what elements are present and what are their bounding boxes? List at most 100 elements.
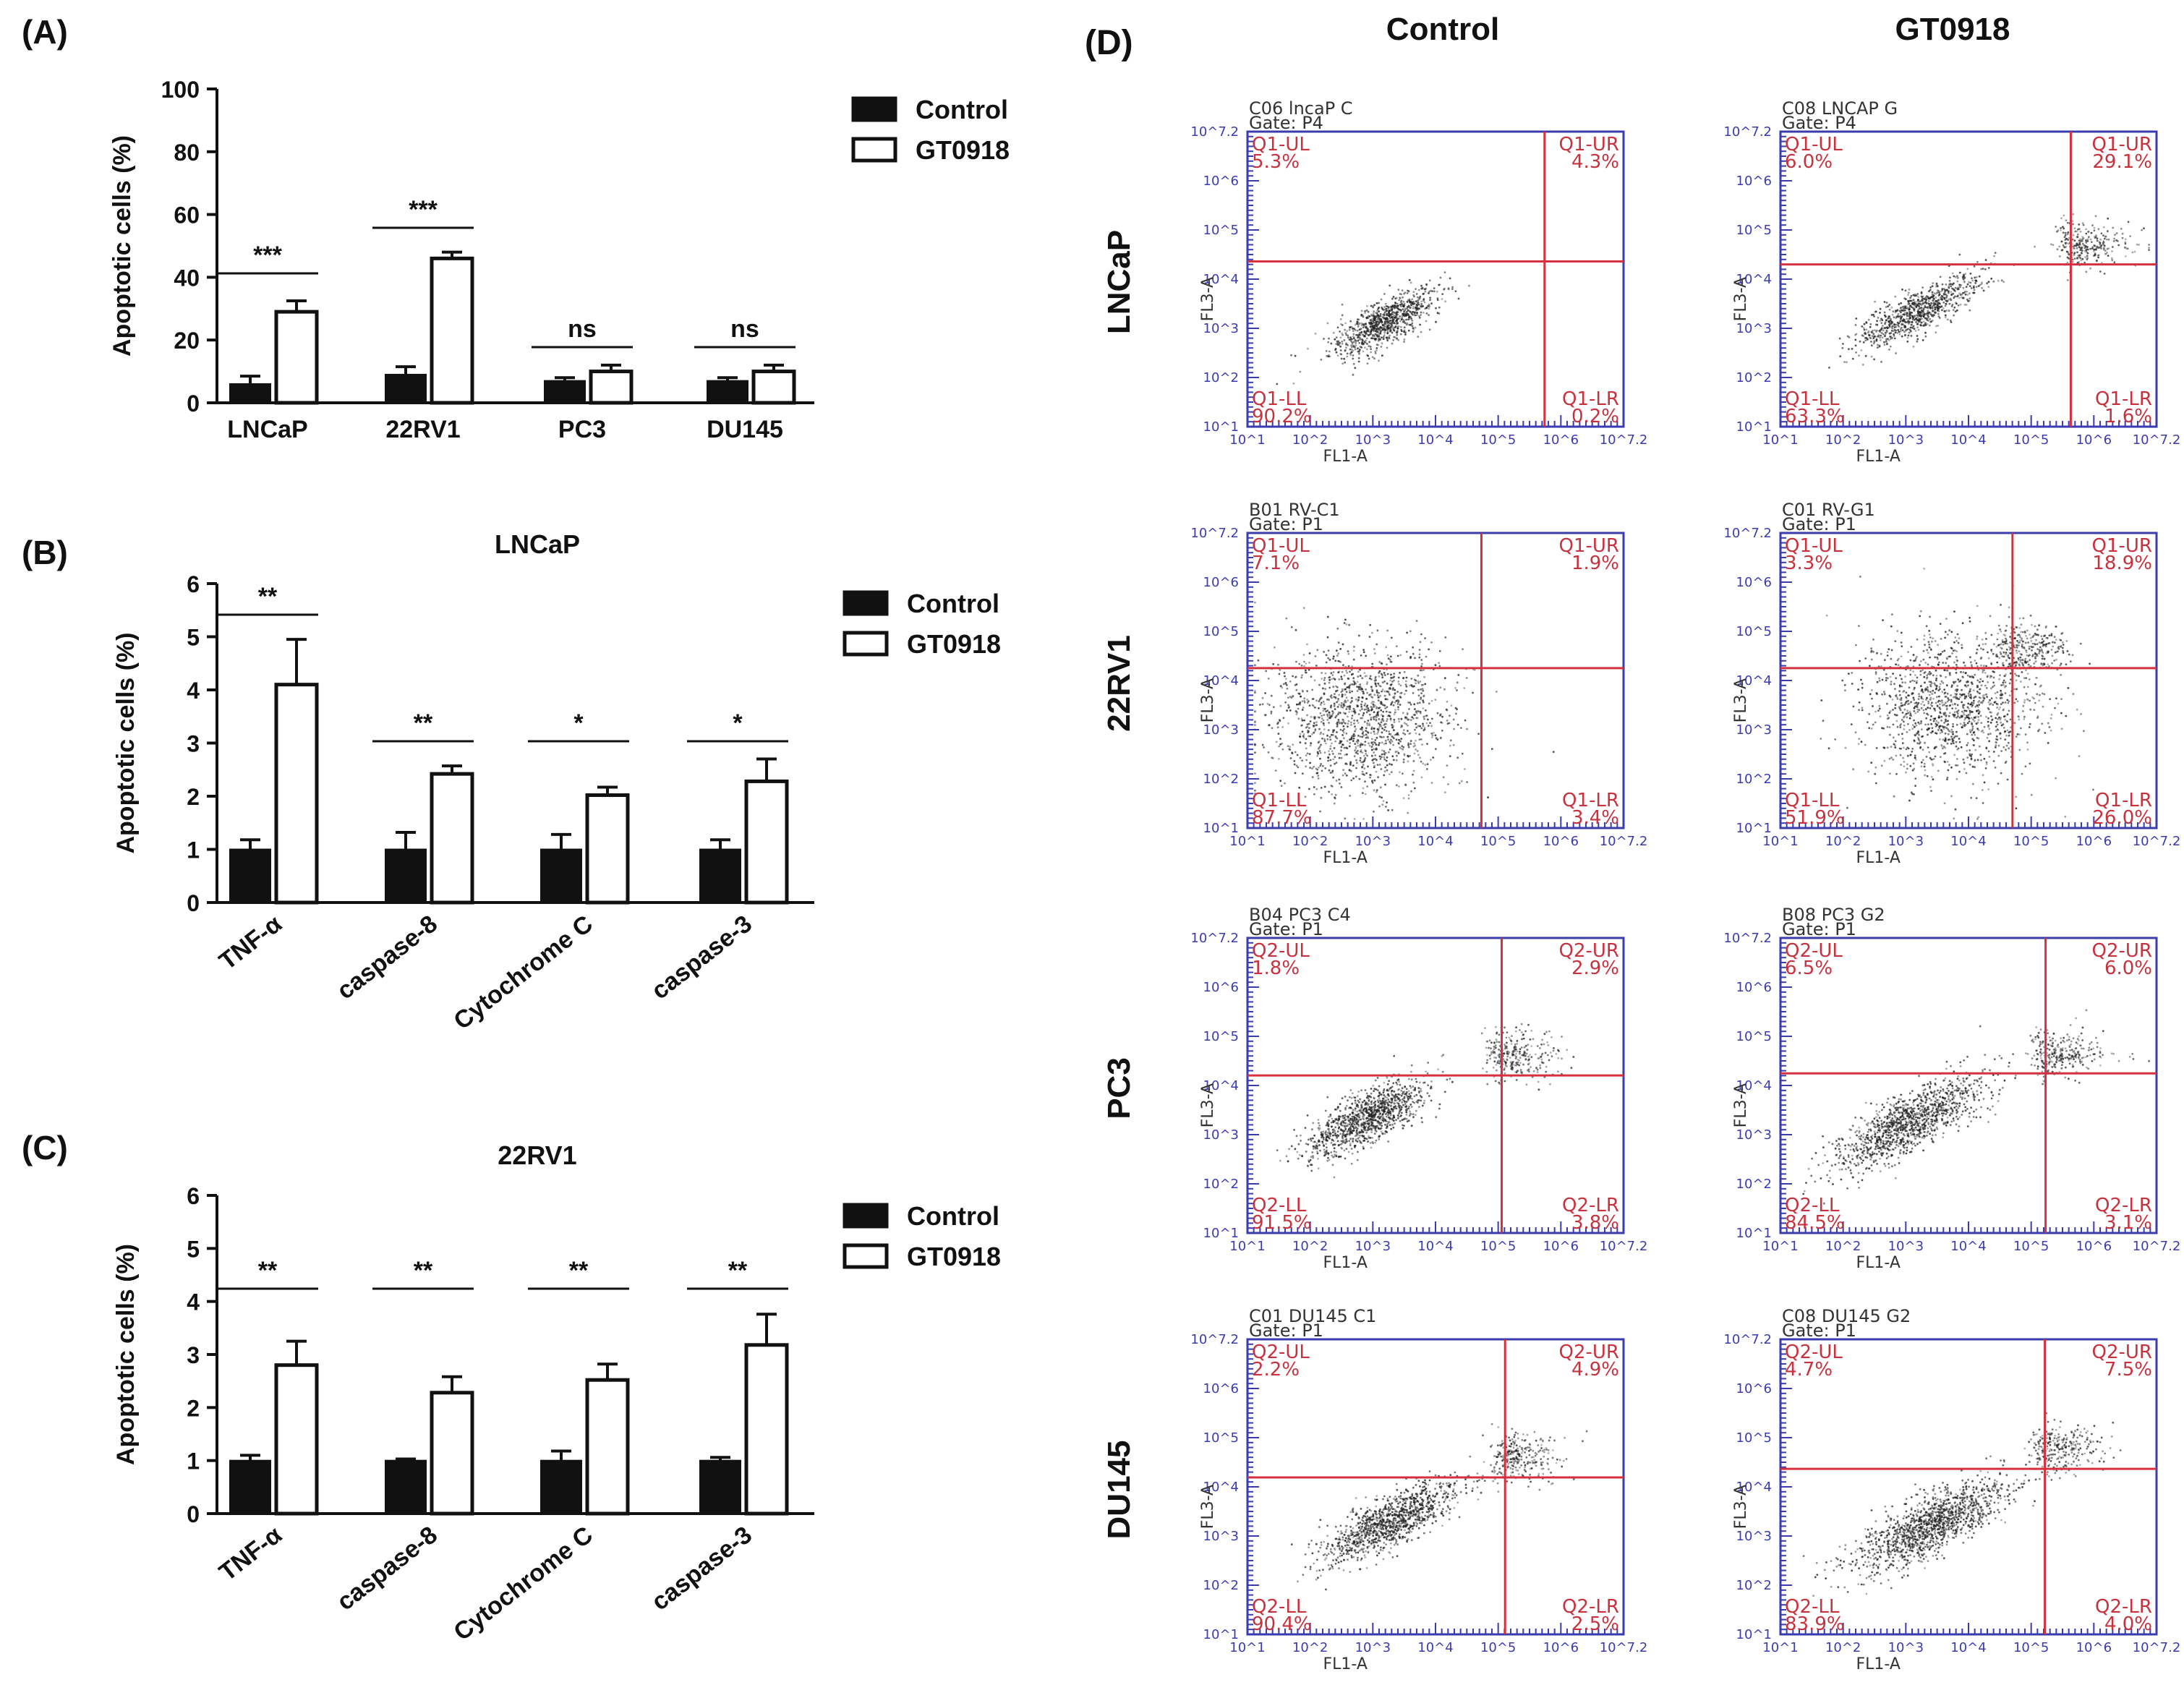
y-axis-tick-label: 10^1: [1203, 1226, 1239, 1241]
y-axis-tick-label: 10^5: [1203, 1430, 1239, 1446]
x-axis-tick-label: 10^2: [1825, 1239, 1861, 1254]
y-axis-tick-label: 10^3: [1736, 722, 1772, 738]
x-axis-tick-label: 10^2: [1292, 432, 1328, 448]
quadrant-ur-name: Q2-UR: [2092, 940, 2152, 962]
x-axis-tick-label: 10^1: [1229, 1239, 1265, 1254]
x-axis-tick-label: 10^1: [1762, 1640, 1798, 1655]
x-axis-tick-label: 10^4: [1950, 834, 1986, 849]
quadrant-ul-name: Q2-UL: [1252, 940, 1310, 962]
quadrant-ur-value: 4.9%: [1571, 1359, 1619, 1381]
x-axis-tick-label: 10^5: [1480, 1239, 1516, 1254]
y-axis-tick-label: 10^7.2: [1723, 931, 1772, 946]
y-axis-tick-label: 10^3: [1203, 722, 1239, 738]
gate-label: Gate: P1: [1782, 1321, 1856, 1341]
quadrant-lr-value: 2.5%: [1571, 1613, 1619, 1635]
y-tick-label: 2: [187, 784, 200, 810]
legend-swatch-gt0918: [851, 137, 897, 163]
quadrant-ur-value: 18.9%: [2092, 553, 2152, 574]
quadrant-ll-name: Q2-LL: [1252, 1596, 1307, 1618]
x-tick-label: DU145: [707, 416, 783, 443]
quadrant-ll-value: 63.3%: [1785, 406, 1845, 427]
y-tick-label: 1: [187, 1449, 200, 1475]
y-axis-title: FL3-A: [1732, 1485, 1750, 1529]
column-header-control: Control: [1386, 12, 1499, 47]
x-tick-label: LNCaP: [227, 416, 307, 443]
y-axis-tick-label: 10^7.2: [1723, 124, 1772, 140]
sample-name: C06 lncaP C: [1249, 98, 1353, 119]
x-axis-tick-label: 10^2: [1825, 834, 1861, 849]
y-axis-label: Apoptotic cells (%): [112, 1244, 140, 1465]
quadrant-ur-name: Q1-UR: [1559, 134, 1619, 155]
row-label-3: DU145: [1101, 1441, 1137, 1540]
scatter-cloud: [1828, 213, 2151, 369]
control-bar-1: [385, 848, 427, 903]
quadrant-ur-name: Q2-UR: [2092, 1341, 2152, 1363]
quadrant-ll-name: Q2-LL: [1252, 1195, 1307, 1216]
y-axis-tick-label: 10^5: [1736, 624, 1772, 639]
x-axis-title: FL1-A: [1323, 1254, 1367, 1272]
x-axis-title: FL1-A: [1856, 448, 1900, 466]
gt0918-bar-2: [585, 1378, 630, 1516]
control-bar-0: [229, 383, 271, 404]
quadrant-ur-value: 7.5%: [2104, 1359, 2152, 1381]
y-axis-title: FL3-A: [1732, 1083, 1750, 1127]
quadrant-lr-value: 3.8%: [1571, 1212, 1619, 1234]
y-axis-tick-label: 10^4: [1736, 1480, 1772, 1495]
y-axis-tick-label: 10^5: [1736, 1430, 1772, 1446]
quadrant-lr-value: 3.1%: [2104, 1212, 2152, 1234]
gt0918-bar-2: [589, 370, 634, 405]
y-axis-tick-label: 10^7.2: [1190, 931, 1239, 946]
x-axis-title: FL1-A: [1323, 448, 1367, 466]
x-axis-tick-label: 10^5: [1480, 1640, 1516, 1655]
significance-label: **: [414, 1257, 433, 1284]
sample-name: B04 PC3 C4: [1249, 905, 1351, 925]
significance-label: **: [258, 1257, 278, 1284]
legend-label-gt0918: GT0918: [916, 135, 1010, 165]
x-axis-tick-label: 10^2: [1292, 1640, 1328, 1655]
gate-label: Gate: P1: [1782, 919, 1856, 939]
quadrant-ur-name: Q1-UR: [2092, 535, 2152, 557]
y-axis-tick-label: 10^2: [1736, 1177, 1772, 1192]
x-axis-tick-label: 10^4: [1950, 432, 1986, 448]
y-tick-label: 5: [187, 1236, 200, 1262]
sample-name: C08 DU145 G2: [1782, 1306, 1911, 1326]
x-axis-tick-label: 10^3: [1355, 432, 1391, 448]
x-axis-tick-label: 10^5: [1480, 834, 1516, 849]
x-axis-tick-label: 10^3: [1355, 834, 1391, 849]
x-axis-tick-label: 10^7.2: [2133, 1239, 2181, 1254]
x-axis-tick-label: 10^3: [1888, 1640, 1924, 1655]
y-axis-tick-label: 10^4: [1736, 673, 1772, 688]
y-axis-tick-label: 10^1: [1736, 1627, 1772, 1642]
quadrant-lr-value: 4.0%: [2104, 1613, 2152, 1635]
y-axis-tick-label: 10^7.2: [1190, 1332, 1239, 1347]
scatter-cloud: [1276, 271, 1470, 385]
y-tick-label: 40: [174, 265, 200, 291]
gt0918-bar-0: [274, 1363, 319, 1516]
quadrant-lr-name: Q1-LR: [2095, 790, 2152, 811]
quadrant-ul-value: 6.0%: [1785, 151, 1833, 173]
quadrant-ur-name: Q1-UR: [2092, 134, 2152, 155]
legend-swatch-gt0918: [843, 631, 889, 657]
x-axis-tick-label: 10^5: [2013, 1640, 2049, 1655]
y-axis-tick-label: 10^6: [1203, 174, 1239, 189]
y-tick-label: 3: [187, 731, 200, 757]
y-tick-label: 20: [174, 328, 200, 354]
y-tick-label: 3: [187, 1342, 200, 1368]
y-tick-label: 0: [187, 890, 200, 916]
x-axis-tick-label: 10^7.2: [1600, 834, 1648, 849]
y-axis-tick-label: 10^4: [1203, 1078, 1239, 1093]
x-axis-tick-label: 10^7.2: [2133, 432, 2181, 448]
control-bar-2: [540, 848, 582, 903]
quadrant-ul-value: 5.3%: [1252, 151, 1300, 173]
x-axis-tick-label: 10^1: [1762, 834, 1798, 849]
y-axis-tick-label: 10^4: [1736, 272, 1772, 287]
y-axis-tick-label: 10^2: [1203, 1177, 1239, 1192]
control-bar-3: [707, 380, 748, 404]
quadrant-ur-value: 4.3%: [1571, 151, 1619, 173]
y-axis-label: Apoptotic cells (%): [112, 632, 140, 853]
x-axis-tick-label: 10^4: [1950, 1239, 1986, 1254]
significance-label: *: [573, 709, 584, 737]
legend: Control GT0918: [843, 589, 1001, 659]
